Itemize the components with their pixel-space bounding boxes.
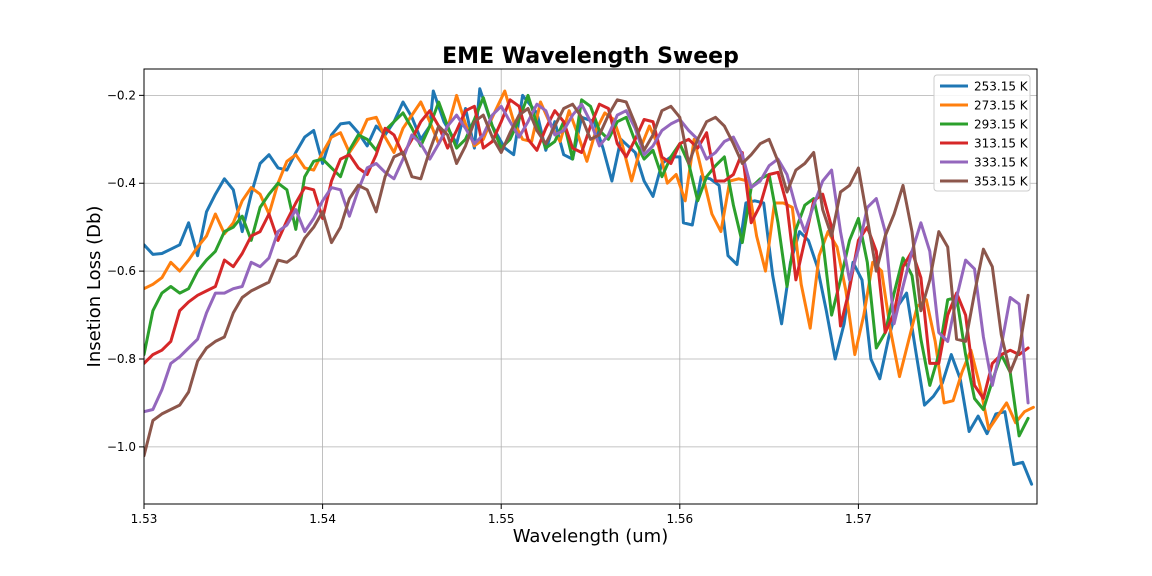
legend-label: 273.15 K bbox=[974, 99, 1029, 113]
legend: 253.15 K 273.15 K 293.15 K 313.15 K 333.15 K… bbox=[933, 74, 1031, 192]
legend-label: 293.15 K bbox=[974, 118, 1029, 132]
series-line-273-15-k bbox=[144, 89, 1035, 431]
series-lines bbox=[144, 87, 1035, 486]
x-tick-label: 1.55 bbox=[488, 512, 515, 526]
y-axis-label: Insetion Loss (Db) bbox=[84, 206, 105, 368]
series-line-313-15-k bbox=[144, 98, 1030, 400]
series-line-333-15-k bbox=[144, 102, 1030, 414]
x-tick-label: 1.54 bbox=[309, 512, 336, 526]
legend-label: 353.15 K bbox=[974, 175, 1029, 189]
legend-label: 313.15 K bbox=[974, 137, 1029, 151]
legend-label: 253.15 K bbox=[974, 80, 1029, 94]
axes-frame bbox=[143, 68, 1038, 505]
y-axis-ticks: −1.0 −0.8 −0.6 −0.4 −0.2 bbox=[107, 88, 144, 454]
plot-area bbox=[144, 87, 1035, 486]
y-tick-label: −0.2 bbox=[107, 88, 136, 102]
y-tick-label: −0.6 bbox=[107, 264, 136, 278]
chart-title: EME Wavelength Sweep bbox=[442, 44, 739, 69]
x-axis-label: Wavelength (um) bbox=[513, 526, 669, 547]
y-tick-label: −0.4 bbox=[107, 176, 136, 190]
series-line-253-15-k bbox=[144, 87, 1034, 486]
x-tick-label: 1.53 bbox=[131, 512, 158, 526]
x-axis-ticks: 1.53 1.54 1.55 1.56 1.57 bbox=[131, 504, 872, 526]
legend-label: 333.15 K bbox=[974, 156, 1029, 170]
y-tick-label: −0.8 bbox=[107, 352, 136, 366]
y-tick-label: −1.0 bbox=[107, 440, 136, 454]
x-tick-label: 1.57 bbox=[845, 512, 872, 526]
series-line-353-15-k bbox=[144, 98, 1030, 458]
x-tick-label: 1.56 bbox=[666, 512, 693, 526]
